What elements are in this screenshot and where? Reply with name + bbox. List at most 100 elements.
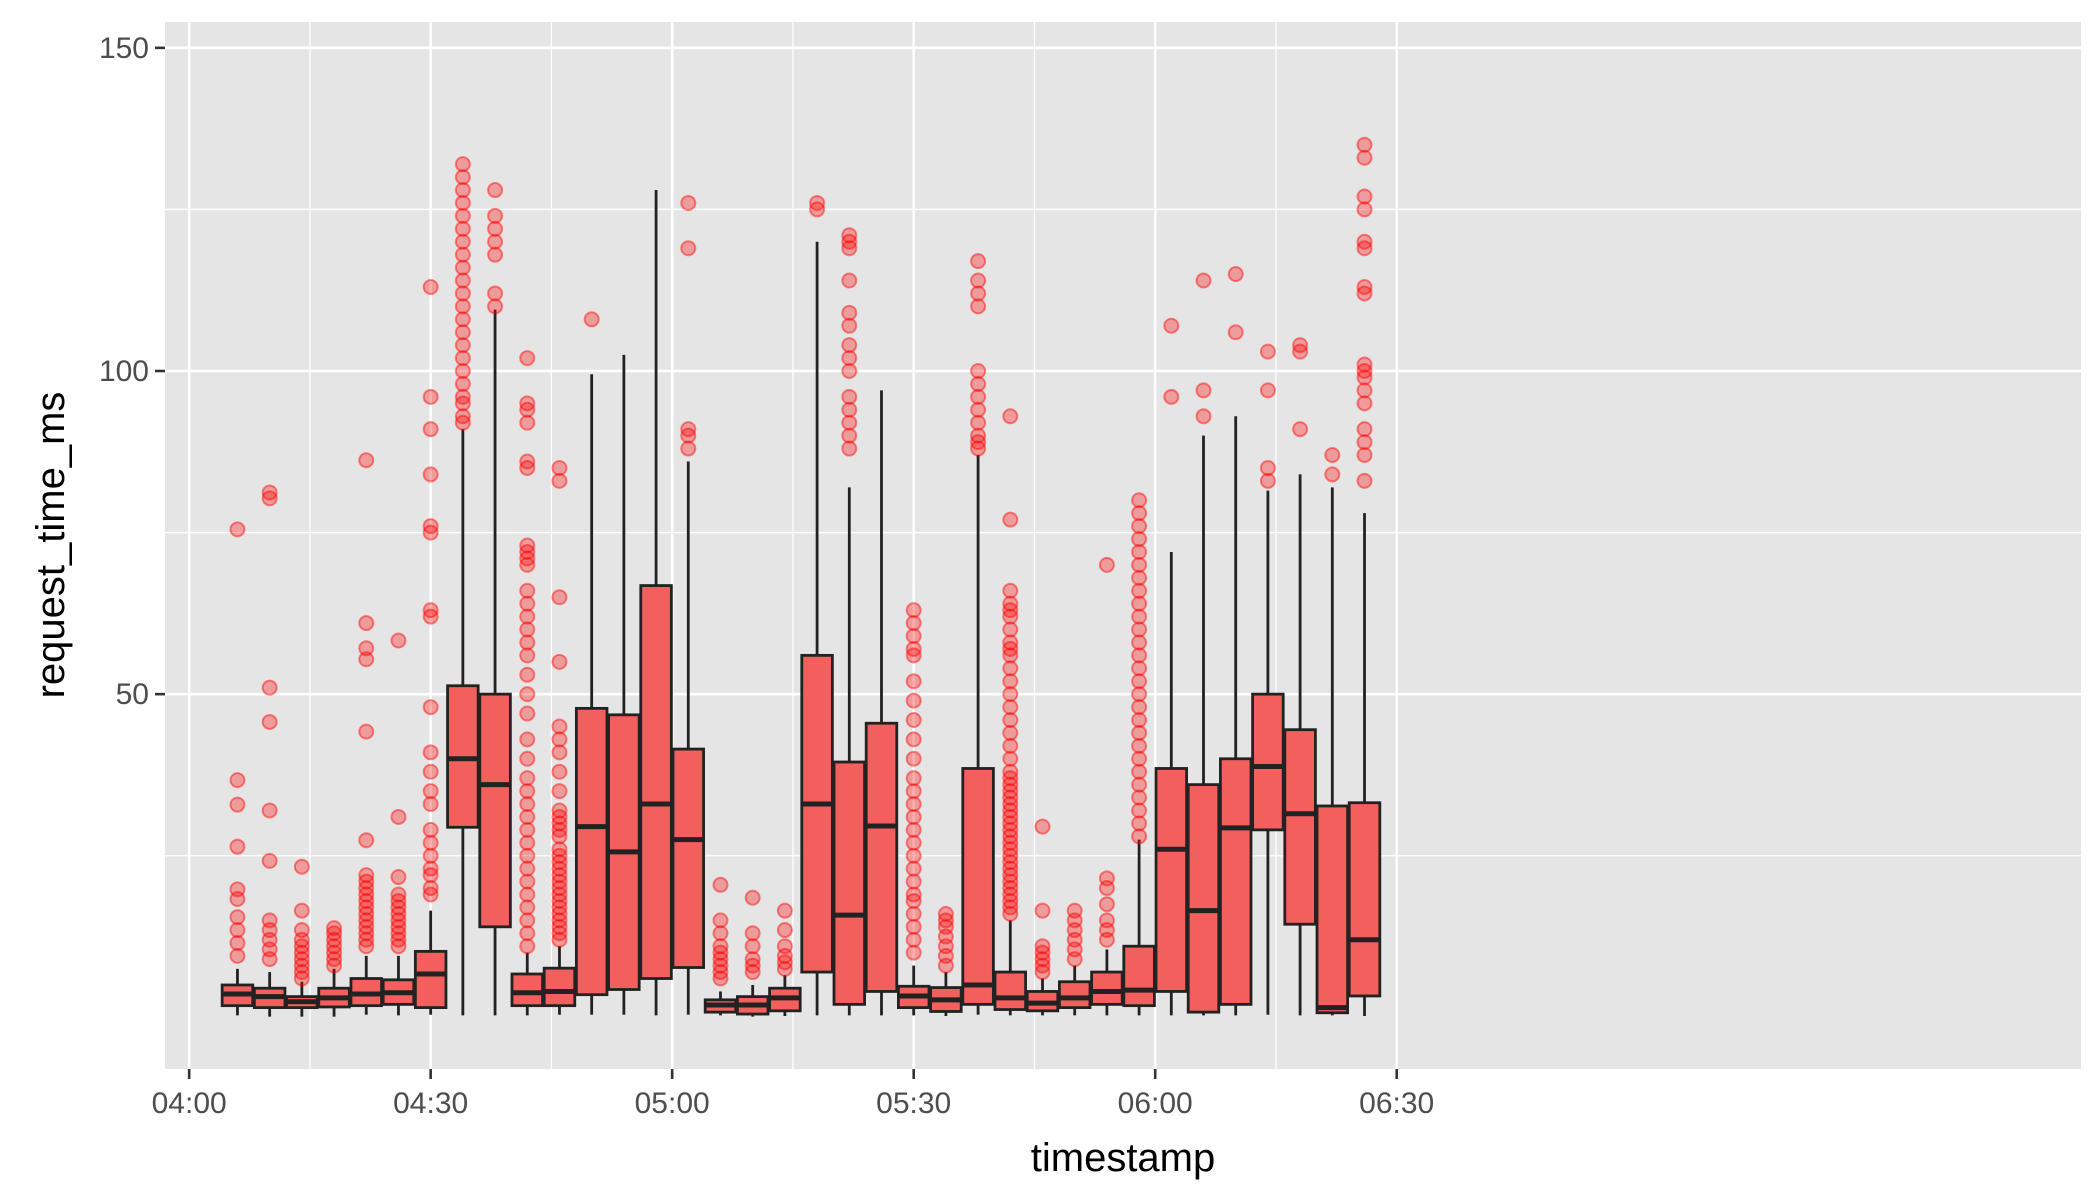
outlier-point <box>1002 789 1019 806</box>
outlier-point <box>744 957 761 974</box>
outlier-point <box>454 169 471 186</box>
box-group <box>929 972 963 1017</box>
outlier-point <box>454 298 471 315</box>
outlier-point <box>358 925 375 942</box>
outlier-point <box>551 808 568 825</box>
outlier-point <box>905 796 922 813</box>
outlier-point <box>1002 770 1019 787</box>
outlier-point <box>1002 699 1019 716</box>
outlier-point <box>519 556 536 573</box>
outlier-point <box>1227 324 1244 341</box>
outlier-point <box>326 920 343 937</box>
box <box>993 970 1027 1011</box>
outlier-point <box>1002 821 1019 838</box>
outlier-point <box>905 918 922 935</box>
outlier-point <box>1131 608 1148 625</box>
outlier-point <box>422 278 439 295</box>
outlier-point <box>519 731 536 748</box>
outlier-point <box>519 453 536 470</box>
outlier-point <box>551 653 568 670</box>
outlier-point <box>1356 201 1373 218</box>
outlier-point <box>744 925 761 942</box>
box <box>671 747 705 969</box>
outlier-point <box>1356 363 1373 379</box>
box-group <box>864 390 899 1016</box>
box-group <box>993 920 1027 1016</box>
outlier-point <box>970 401 987 418</box>
outlier-point <box>358 892 375 909</box>
box-group <box>478 309 512 1016</box>
outlier-point <box>551 589 568 606</box>
outlier-point <box>712 970 729 987</box>
outlier-point <box>551 815 568 832</box>
box-group <box>1025 978 1060 1016</box>
outlier-point <box>1002 886 1019 903</box>
outlier-point <box>422 524 439 541</box>
outlier-point <box>551 860 568 877</box>
outlier-point <box>261 484 278 501</box>
outlier-point <box>1002 899 1019 916</box>
x-axis-title: timestamp <box>1031 1136 1216 1180</box>
box-group <box>1186 435 1221 1016</box>
outlier-point <box>1034 951 1051 968</box>
outlier-point <box>1002 854 1019 871</box>
outlier-point <box>1002 873 1019 890</box>
outlier-point <box>937 928 954 945</box>
outlier-point <box>422 847 439 864</box>
outlier-point <box>1098 870 1115 887</box>
outlier-point <box>229 922 246 939</box>
outlier-point <box>422 602 439 619</box>
outlier-point <box>390 931 407 948</box>
outlier-point <box>519 899 536 916</box>
outlier-point <box>1356 188 1373 205</box>
outlier-point <box>1034 944 1051 961</box>
outlier-point <box>422 466 439 483</box>
outlier-point <box>905 615 922 632</box>
outlier-point <box>261 912 278 929</box>
outlier-point <box>261 490 278 507</box>
outlier-point <box>551 925 568 942</box>
outlier-point <box>454 311 471 328</box>
box-group <box>1154 551 1188 1016</box>
outlier-point <box>551 718 568 735</box>
outlier-point <box>551 731 568 748</box>
outlier-point <box>326 957 343 974</box>
outlier-point <box>680 440 697 457</box>
outlier-point <box>229 909 246 926</box>
outlier-point <box>519 808 536 825</box>
outlier-point <box>1131 763 1148 780</box>
box <box>639 584 673 980</box>
outlier-point <box>1356 233 1373 250</box>
box-group <box>768 975 802 1017</box>
outlier-point <box>1356 434 1373 451</box>
box-group <box>381 955 416 1016</box>
outlier-point <box>551 744 568 761</box>
outlier-point <box>390 892 407 909</box>
outlier-point <box>390 938 407 955</box>
outlier-point <box>776 922 793 939</box>
outlier-point <box>487 220 504 237</box>
outlier-point <box>1002 783 1019 800</box>
outlier-point <box>583 311 600 328</box>
outlier-point <box>1098 922 1115 939</box>
outlier-point <box>454 194 471 211</box>
outlier-point <box>229 796 246 813</box>
outlier-point <box>1002 511 1019 528</box>
outlier-point <box>776 960 793 977</box>
outlier-point <box>1002 712 1019 728</box>
outlier-point <box>1195 382 1212 399</box>
outlier-point <box>519 350 536 367</box>
outlier-point <box>1098 896 1115 913</box>
outlier-point <box>1002 750 1019 767</box>
outlier-point <box>1195 408 1212 425</box>
outlier-point <box>1002 595 1019 612</box>
outlier-point <box>358 640 375 657</box>
outlier-point <box>519 770 536 787</box>
outlier-point <box>551 873 568 890</box>
box <box>542 966 577 1008</box>
outlier-point <box>970 414 987 431</box>
outlier-point <box>905 770 922 787</box>
outlier-point <box>841 401 858 418</box>
outlier-point <box>293 944 310 961</box>
outlier-point <box>1131 699 1148 716</box>
